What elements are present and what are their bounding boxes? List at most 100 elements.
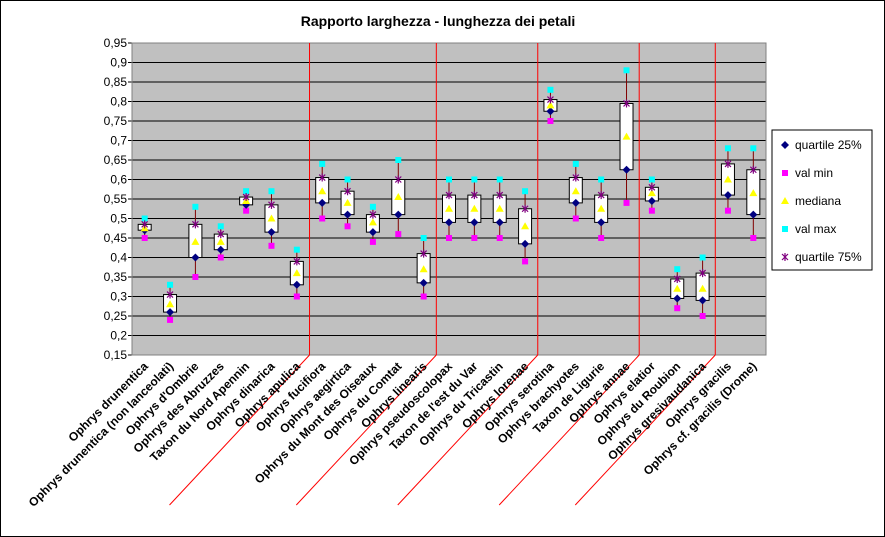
y-tick-label: 0,65 xyxy=(104,153,128,167)
quartile-75-marker xyxy=(293,257,301,266)
box-group xyxy=(137,215,152,241)
val-min-marker xyxy=(141,235,148,241)
quartile-25-marker xyxy=(673,294,682,303)
box-group xyxy=(239,188,254,214)
quartile-75-marker xyxy=(191,220,199,229)
val-min-marker xyxy=(471,235,478,241)
val-min-marker xyxy=(217,254,224,261)
y-tick-label: 0,3 xyxy=(110,290,127,304)
y-tick-label: 0,45 xyxy=(104,231,128,245)
median-marker xyxy=(521,222,530,230)
box-group xyxy=(188,203,203,280)
median-marker xyxy=(166,300,175,308)
quartile-75-marker xyxy=(318,173,326,182)
quartile-75-marker xyxy=(572,173,580,182)
group-separator-diagonal xyxy=(498,354,640,506)
box-group xyxy=(467,176,482,241)
val-min-marker xyxy=(572,215,579,222)
val-min-marker xyxy=(623,199,630,206)
median-marker xyxy=(267,214,276,222)
quartile-25-marker xyxy=(470,218,479,227)
median-marker xyxy=(343,198,352,206)
quartile-25-marker xyxy=(495,218,504,227)
y-tick-label: 0,8 xyxy=(110,95,127,109)
val-max-marker xyxy=(522,188,529,195)
val-min-marker xyxy=(750,235,757,241)
quartile-25-marker xyxy=(166,308,175,317)
box-group xyxy=(746,145,761,241)
val-min-marker xyxy=(319,215,326,222)
quartile-25-marker xyxy=(292,280,301,289)
legend-box xyxy=(771,129,873,271)
chart-title: Rapporto larghezza - lunghezza dei petal… xyxy=(301,13,576,29)
quartile-25-marker xyxy=(749,210,758,219)
quartile-75-marker xyxy=(547,95,554,104)
quartile-25-marker xyxy=(419,278,428,287)
boxes xyxy=(137,67,761,323)
legend: quartile 25% val min mediana val max quartil… xyxy=(771,129,873,271)
median-marker xyxy=(673,284,682,292)
val-max-marker xyxy=(369,203,376,210)
quartile-25-marker xyxy=(647,196,656,205)
box-group xyxy=(568,160,583,222)
val-max-marker xyxy=(268,188,275,195)
quartile-75-marker xyxy=(217,230,225,239)
median-marker xyxy=(495,204,504,212)
val-max-marker xyxy=(167,281,174,288)
median-marker xyxy=(647,189,656,197)
val-max-marker xyxy=(141,215,148,222)
val-min-marker xyxy=(699,313,706,319)
quartile-25-marker xyxy=(318,198,327,207)
y-axis-tick-labels: 0,15 0,2 0,25 0,3 0,35 0,4 0,45 0,5 0,55 0,6 0,65 0… xyxy=(104,36,128,362)
quartile-75-marker xyxy=(420,249,428,258)
median-marker xyxy=(318,187,327,195)
val-max-marker xyxy=(648,176,655,183)
quartile-25-marker xyxy=(622,165,631,174)
box-group xyxy=(619,67,634,206)
y-tick-label: 0,35 xyxy=(104,270,128,284)
val-min-marker xyxy=(243,207,250,214)
box-group xyxy=(518,188,533,265)
y-tick-label: 0,6 xyxy=(110,173,127,187)
y-tick-label: 0,5 xyxy=(110,212,127,226)
legend-marker-square xyxy=(782,226,788,232)
group-separators xyxy=(169,43,716,506)
y-tick-label: 0,9 xyxy=(110,56,127,70)
quartile-75-marker xyxy=(749,165,757,174)
y-tick-label: 0,95 xyxy=(104,36,128,50)
val-max-marker xyxy=(572,160,579,167)
box-group xyxy=(695,254,710,319)
y-tick-label: 0,7 xyxy=(110,134,127,148)
y-tick-label: 0,85 xyxy=(104,75,128,89)
box-group xyxy=(213,223,228,261)
val-max-marker xyxy=(293,246,300,253)
box-group xyxy=(365,203,380,245)
quartile-75-marker xyxy=(699,269,707,278)
val-max-marker xyxy=(243,188,250,195)
val-min-marker xyxy=(167,316,174,323)
quartile-75-marker xyxy=(597,191,605,200)
y-tick-label: 0,2 xyxy=(110,329,127,343)
median-marker xyxy=(191,237,200,245)
legend-label: val min xyxy=(795,166,833,180)
quartile-75-marker xyxy=(445,191,453,200)
quartile-25-marker xyxy=(571,198,580,207)
quartile-25-marker xyxy=(546,107,555,116)
median-marker xyxy=(749,189,758,197)
val-max-marker xyxy=(344,176,351,183)
box-group xyxy=(391,157,406,238)
quartile-25-marker xyxy=(394,210,403,219)
median-marker xyxy=(571,187,580,195)
plot-border xyxy=(131,42,767,356)
median-marker xyxy=(216,237,225,245)
quartile-75-marker xyxy=(648,183,656,192)
box-group xyxy=(594,176,609,241)
median-marker xyxy=(723,175,732,183)
median-marker xyxy=(597,204,606,212)
val-min-marker xyxy=(496,235,503,241)
val-max-marker xyxy=(395,157,402,163)
quartile-75-marker xyxy=(166,290,174,299)
val-min-marker xyxy=(395,231,402,238)
box-group xyxy=(720,145,735,214)
val-min-marker xyxy=(724,207,731,214)
